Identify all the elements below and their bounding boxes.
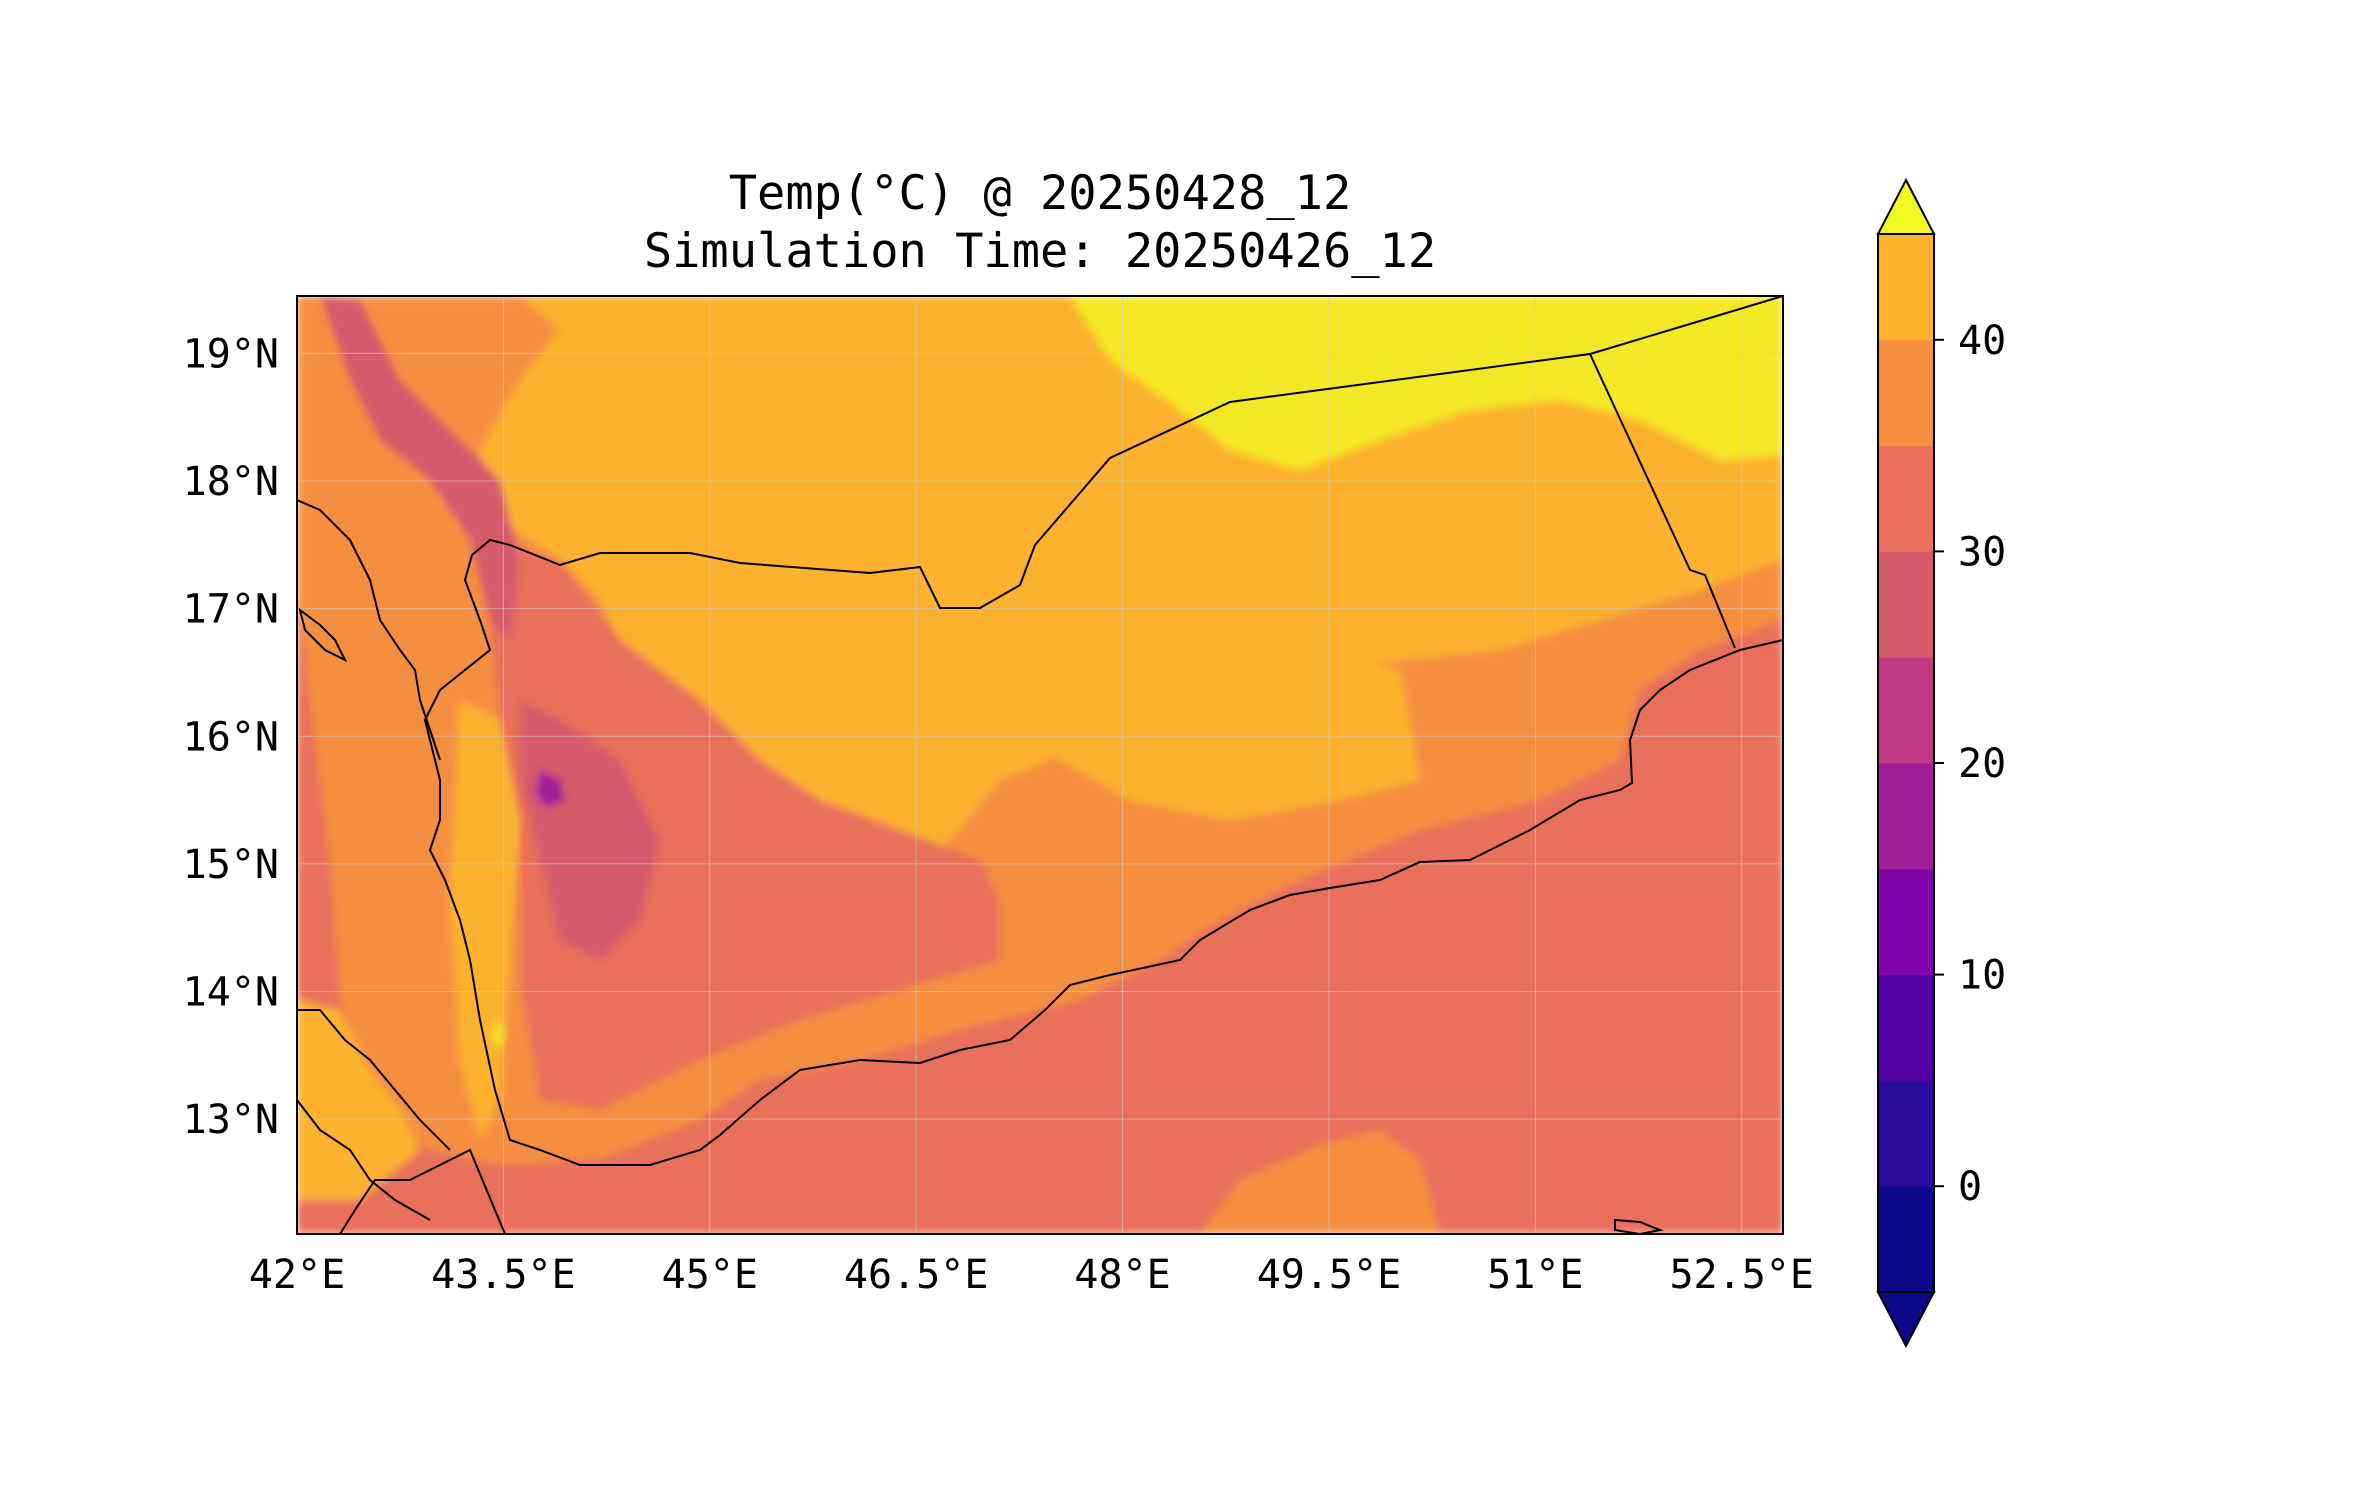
lon-tick-label-4: 48°E bbox=[1074, 1252, 1170, 1298]
colorbar-under-triangle bbox=[1876, 1291, 1936, 1349]
lat-tick-labels: 19°N 18°N 17°N 16°N 15°N 14°N 13°N bbox=[183, 331, 279, 1143]
colorbar-segment-9 bbox=[1878, 234, 1934, 341]
colorbar-segment-0 bbox=[1878, 1186, 1934, 1293]
colorbar-segment-1 bbox=[1878, 1080, 1934, 1187]
colorbar-segment-3 bbox=[1878, 868, 1934, 976]
lon-tick-labels: 42°E 43.5°E 45°E 46.5°E 48°E 49.5°E 51°E 52.5°E bbox=[249, 1252, 1814, 1298]
lon-tick-label-7: 52.5°E bbox=[1669, 1252, 1814, 1298]
colorbar-over-triangle bbox=[1876, 177, 1936, 235]
lat-tick-label-1: 18°N bbox=[183, 459, 279, 505]
field-horn-35-40 bbox=[297, 1000, 420, 1200]
field-asir-20-25 bbox=[320, 296, 520, 640]
colorbar: 0 10 20 30 40 bbox=[1876, 177, 2006, 1349]
lon-tick-label-5: 49.5°E bbox=[1257, 1252, 1402, 1298]
colorbar-tick-label-0: 0 bbox=[1958, 1164, 1982, 1210]
lat-tick-label-5: 14°N bbox=[183, 970, 279, 1016]
field-highlands-25-30 bbox=[480, 540, 1000, 1110]
map-title-line1: Temp(°C) @ 20250428_12 bbox=[729, 166, 1352, 221]
field-highlands-20-25 bbox=[520, 700, 660, 960]
colorbar-tick-label-4: 40 bbox=[1958, 318, 2006, 364]
lon-tick-label-2: 45°E bbox=[662, 1252, 758, 1298]
coastlines-borders bbox=[297, 296, 1783, 1234]
djibouti-border bbox=[297, 1099, 431, 1221]
african-coast-north bbox=[297, 499, 441, 761]
field-peak-15-20 bbox=[535, 770, 565, 808]
field-land-above-40 bbox=[1070, 296, 1783, 470]
lat-tick-label-6: 13°N bbox=[183, 1097, 279, 1143]
field-land-35-40 bbox=[480, 296, 1783, 880]
lat-tick-label-4: 15°N bbox=[183, 842, 279, 888]
field-coast-yellow bbox=[493, 1020, 505, 1050]
lon-tick-label-3: 46.5°E bbox=[844, 1252, 989, 1298]
dahlak-islands bbox=[298, 607, 348, 663]
lat-tick-label-2: 17°N bbox=[183, 587, 279, 633]
map-title-line2: Simulation Time: 20250426_12 bbox=[644, 224, 1436, 279]
somali-coast-west bbox=[339, 1148, 506, 1234]
lat-tick-label-0: 19°N bbox=[183, 331, 279, 377]
map-panel bbox=[297, 296, 1783, 1234]
map-frame-outline bbox=[296, 295, 1784, 1235]
colorbar-segment-6 bbox=[1878, 551, 1934, 658]
field-gulf-30-35 bbox=[1200, 1130, 1440, 1234]
socotra-island bbox=[1614, 1218, 1664, 1234]
lat-tick-label-3: 16°N bbox=[183, 714, 279, 760]
field-land-35-40-east bbox=[1050, 650, 1420, 820]
colorbar-tick-label-3: 30 bbox=[1958, 529, 2006, 575]
temperature-field bbox=[297, 296, 1783, 1234]
colorbar-segment-7 bbox=[1878, 445, 1934, 552]
lon-tick-label-6: 51°E bbox=[1487, 1252, 1583, 1298]
colorbar-tick-label-1: 10 bbox=[1958, 953, 2006, 999]
yemen-south-coast bbox=[423, 554, 1783, 1166]
african-coast-eritrea bbox=[297, 1009, 451, 1151]
colorbar-segment-2 bbox=[1878, 974, 1934, 1081]
lon-tick-label-1: 43.5°E bbox=[431, 1252, 576, 1298]
map-gridlines bbox=[297, 296, 1783, 1234]
lon-tick-label-0: 42°E bbox=[249, 1252, 345, 1298]
colorbar-segment-4 bbox=[1878, 763, 1934, 870]
colorbar-segment-8 bbox=[1878, 339, 1934, 447]
colorbar-segment-5 bbox=[1878, 657, 1934, 764]
colorbar-tick-label-2: 20 bbox=[1958, 741, 2006, 787]
oman-uae-border bbox=[1589, 296, 1783, 355]
